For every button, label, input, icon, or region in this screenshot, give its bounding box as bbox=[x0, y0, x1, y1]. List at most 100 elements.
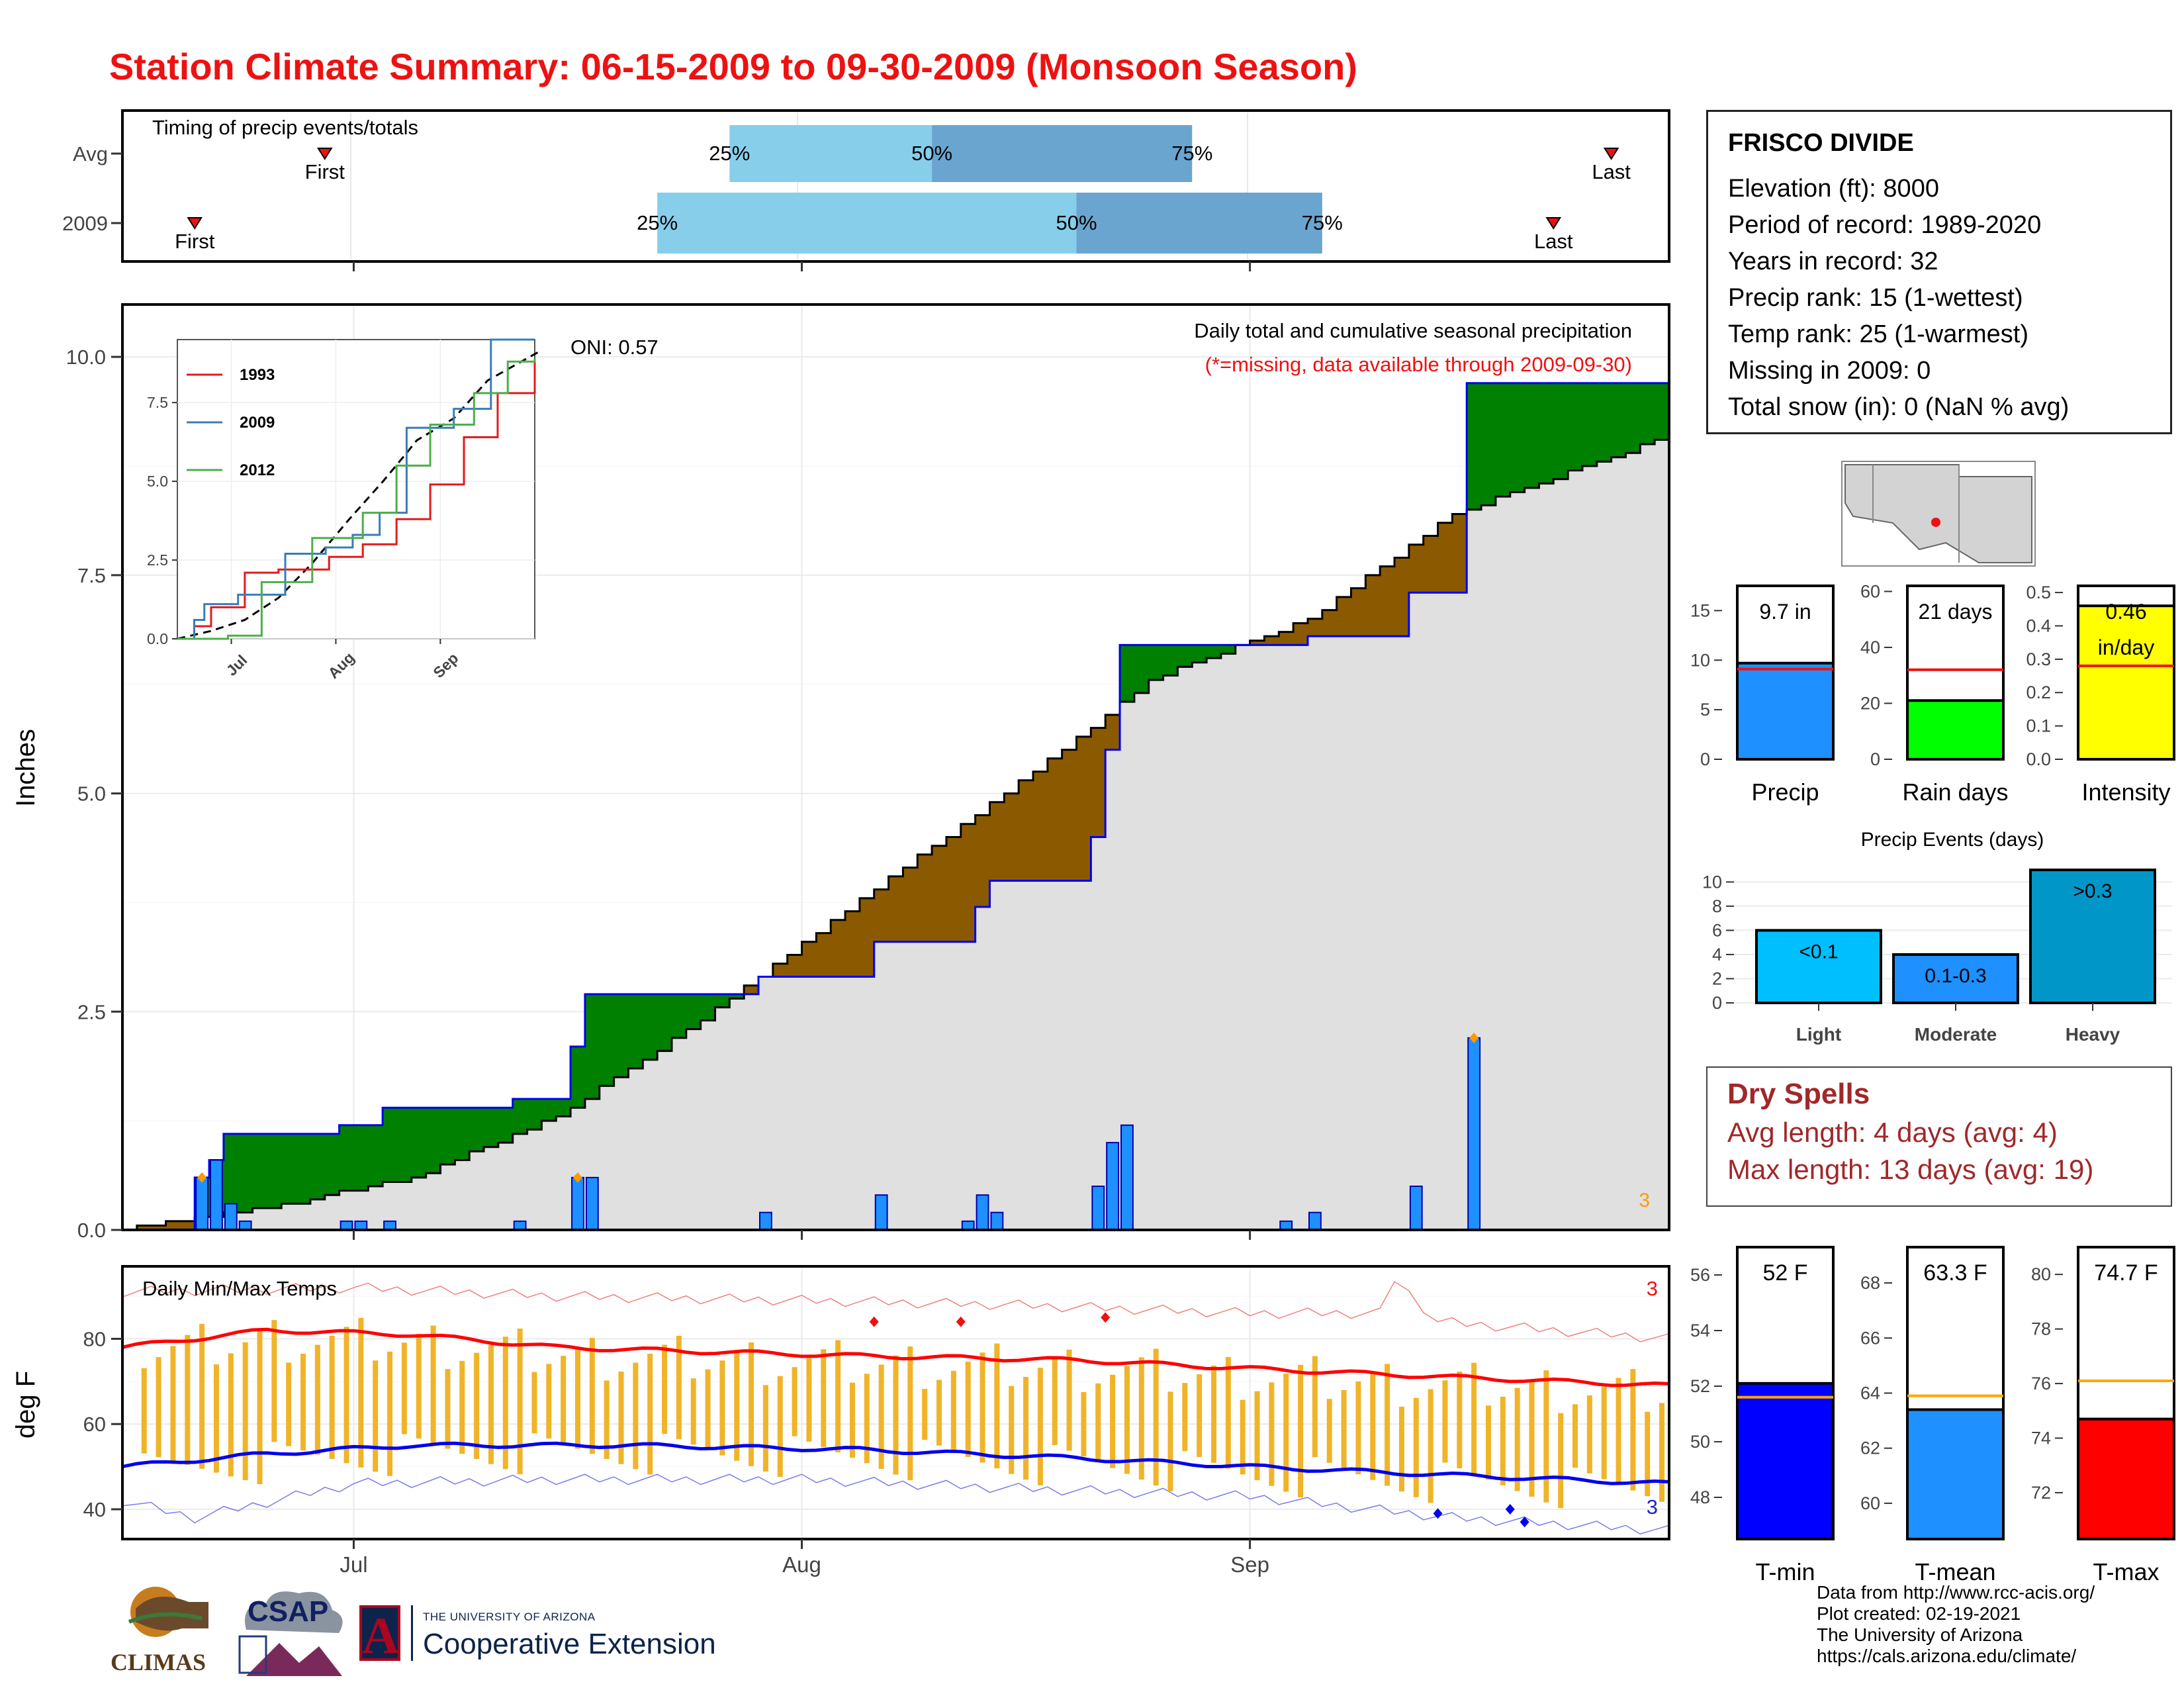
summary-bar-tick-label: 60 bbox=[1860, 1493, 1880, 1513]
daily-precip-bar bbox=[571, 1176, 584, 1231]
below-average-area bbox=[989, 802, 1005, 881]
summary-bar-value-label: 9.7 in bbox=[1759, 600, 1811, 624]
summary-bar-tick-label: 0 bbox=[1870, 749, 1880, 769]
summary-bar-tick-label: 60 bbox=[1860, 581, 1880, 601]
below-average-area bbox=[151, 1225, 167, 1230]
ua-divider bbox=[411, 1605, 413, 1661]
daily-precip-bar bbox=[195, 1176, 209, 1231]
below-average-area bbox=[816, 933, 831, 977]
precip-areas bbox=[122, 382, 1670, 1231]
locator-map bbox=[1841, 461, 2036, 567]
record-precip-marker bbox=[1469, 1032, 1479, 1043]
above-average-area bbox=[1163, 645, 1179, 676]
above-average-area bbox=[267, 1133, 282, 1209]
below-average-area bbox=[845, 911, 860, 977]
summary-bar-intensity bbox=[2077, 604, 2175, 761]
above-average-area bbox=[469, 1107, 484, 1152]
inset-y-tick-label: 7.5 bbox=[147, 394, 168, 411]
below-average-area bbox=[1279, 632, 1294, 645]
ua-block-a: A bbox=[359, 1605, 400, 1664]
below-average-area bbox=[772, 963, 788, 977]
summary-bar-name: Rain days bbox=[1902, 778, 2008, 806]
daily-precip-bar bbox=[210, 1159, 223, 1231]
daily-precip-bar bbox=[1091, 1186, 1105, 1231]
daily-precip-bar bbox=[1467, 1037, 1481, 1231]
precip-events-chart: Precip Events (days) 0 2 4 6 8 10 <0.1 Light 0.1-… bbox=[1702, 829, 2172, 1045]
above-average-area bbox=[1481, 383, 1496, 506]
record-max-marker bbox=[1101, 1312, 1111, 1323]
footer-line: Data from http://www.rcc-acis.org/ bbox=[1817, 1582, 2095, 1603]
below-average-area bbox=[1452, 514, 1467, 593]
summary-bar-tick-label: 50 bbox=[1690, 1432, 1710, 1452]
summary-bar-value-label: 0.46 bbox=[2105, 600, 2146, 624]
event-category-label: Heavy bbox=[2066, 1024, 2120, 1045]
ua-logo: A THE UNIVERSITY OF ARIZONA Cooperative … bbox=[359, 1605, 743, 1665]
below-average-area bbox=[903, 867, 918, 942]
above-average-area bbox=[339, 1125, 355, 1191]
footer-line: Plot created: 02-19-2021 bbox=[1817, 1603, 2021, 1624]
summary-bar-tick-label: 0.4 bbox=[2026, 616, 2051, 635]
oni-label: ONI: 0.57 bbox=[570, 336, 659, 359]
temp-panel: Daily Min/Max Temps 3 3 deg F 40 60 80 Jul A… bbox=[11, 1265, 1670, 1577]
summary-bar-value-label: 63.3 F bbox=[1923, 1260, 1987, 1286]
above-average-area bbox=[1524, 383, 1540, 488]
daily-precip-bar bbox=[976, 1194, 989, 1231]
event-bar-label: >0.3 bbox=[2073, 880, 2112, 902]
csap-cloud bbox=[245, 1591, 343, 1633]
summary-bar-tick-label: 0.3 bbox=[2026, 649, 2051, 669]
below-average-area bbox=[180, 1221, 195, 1230]
summary-bar-tick-label: 0.5 bbox=[2026, 583, 2051, 602]
below-average-area bbox=[1336, 596, 1352, 637]
daily-precip-bar bbox=[585, 1176, 599, 1231]
above-average-area bbox=[426, 1107, 441, 1174]
events-y-tick-label: 2 bbox=[1712, 968, 1722, 988]
csap-grid bbox=[238, 1635, 267, 1674]
below-average-area bbox=[1394, 557, 1410, 637]
below-average-area bbox=[1264, 636, 1279, 645]
cumulative-average-line bbox=[122, 438, 1669, 1231]
above-average-area bbox=[1510, 383, 1525, 492]
below-average-area bbox=[1307, 618, 1323, 637]
above-average-area bbox=[1596, 383, 1612, 462]
inset-series-line-2012 bbox=[177, 358, 536, 640]
station-name: FRISCO DIVIDE bbox=[1728, 129, 1914, 157]
above-average-area bbox=[671, 994, 687, 1038]
climas-text: CLIMAS bbox=[111, 1649, 206, 1675]
below-average-area bbox=[1004, 793, 1019, 881]
timing-q50-label: 50% bbox=[1056, 211, 1097, 234]
above-average-area bbox=[368, 1125, 383, 1187]
temp-content bbox=[122, 1281, 1670, 1535]
above-average-area bbox=[296, 1133, 311, 1204]
summary-bar-t-mean bbox=[1906, 1408, 2005, 1540]
above-average-area bbox=[1539, 383, 1554, 484]
summary-bar-value-label: 21 days bbox=[1918, 600, 1992, 624]
above-average-area bbox=[1220, 645, 1236, 654]
temp-y-label: deg F bbox=[11, 1371, 40, 1438]
inset-y-tick-label: 2.5 bbox=[147, 551, 168, 569]
summary-bar-value-label-unit: in/day bbox=[2098, 635, 2154, 659]
above-average-area bbox=[570, 1047, 586, 1108]
footer-notes: Data from http://www.rcc-acis.org/ Plot … bbox=[1817, 1582, 2095, 1667]
summary-bar-tick-label: 80 bbox=[2031, 1264, 2051, 1284]
above-average-area bbox=[657, 994, 672, 1051]
daily-precip-bar bbox=[1409, 1186, 1423, 1231]
last-event-label: Last bbox=[1534, 230, 1573, 253]
station-location-marker bbox=[1931, 518, 1940, 527]
above-average-area bbox=[527, 1099, 542, 1130]
temp-y-tick-label: 60 bbox=[83, 1413, 106, 1436]
station-info-row: Temp rank: 25 (1-warmest) bbox=[1728, 320, 2029, 348]
dry-spells-avg: Avg length: 4 days (avg: 4) bbox=[1727, 1117, 2058, 1148]
above-average-area bbox=[1640, 383, 1655, 445]
summary-bar-tick-label: 72 bbox=[2031, 1483, 2051, 1503]
summary-bars: 0 5 10 15 9.7 in Precip 0 20 40 60 21 days Rain day… bbox=[1690, 581, 2175, 806]
ua-small-text: THE UNIVERSITY OF ARIZONA bbox=[423, 1611, 596, 1623]
summary-bar-value-label: 74.7 F bbox=[2094, 1260, 2158, 1286]
daily-precip-bar bbox=[759, 1211, 772, 1231]
summary-bar-name: T-mean bbox=[1915, 1558, 1995, 1585]
event-bar-heavy bbox=[2029, 868, 2156, 1005]
footer-line: https://cals.arizona.edu/climate/ bbox=[1817, 1646, 2077, 1666]
summary-bar-tick-label: 0.0 bbox=[2026, 749, 2051, 769]
above-average-area bbox=[238, 1133, 253, 1213]
below-average-area bbox=[932, 845, 947, 942]
